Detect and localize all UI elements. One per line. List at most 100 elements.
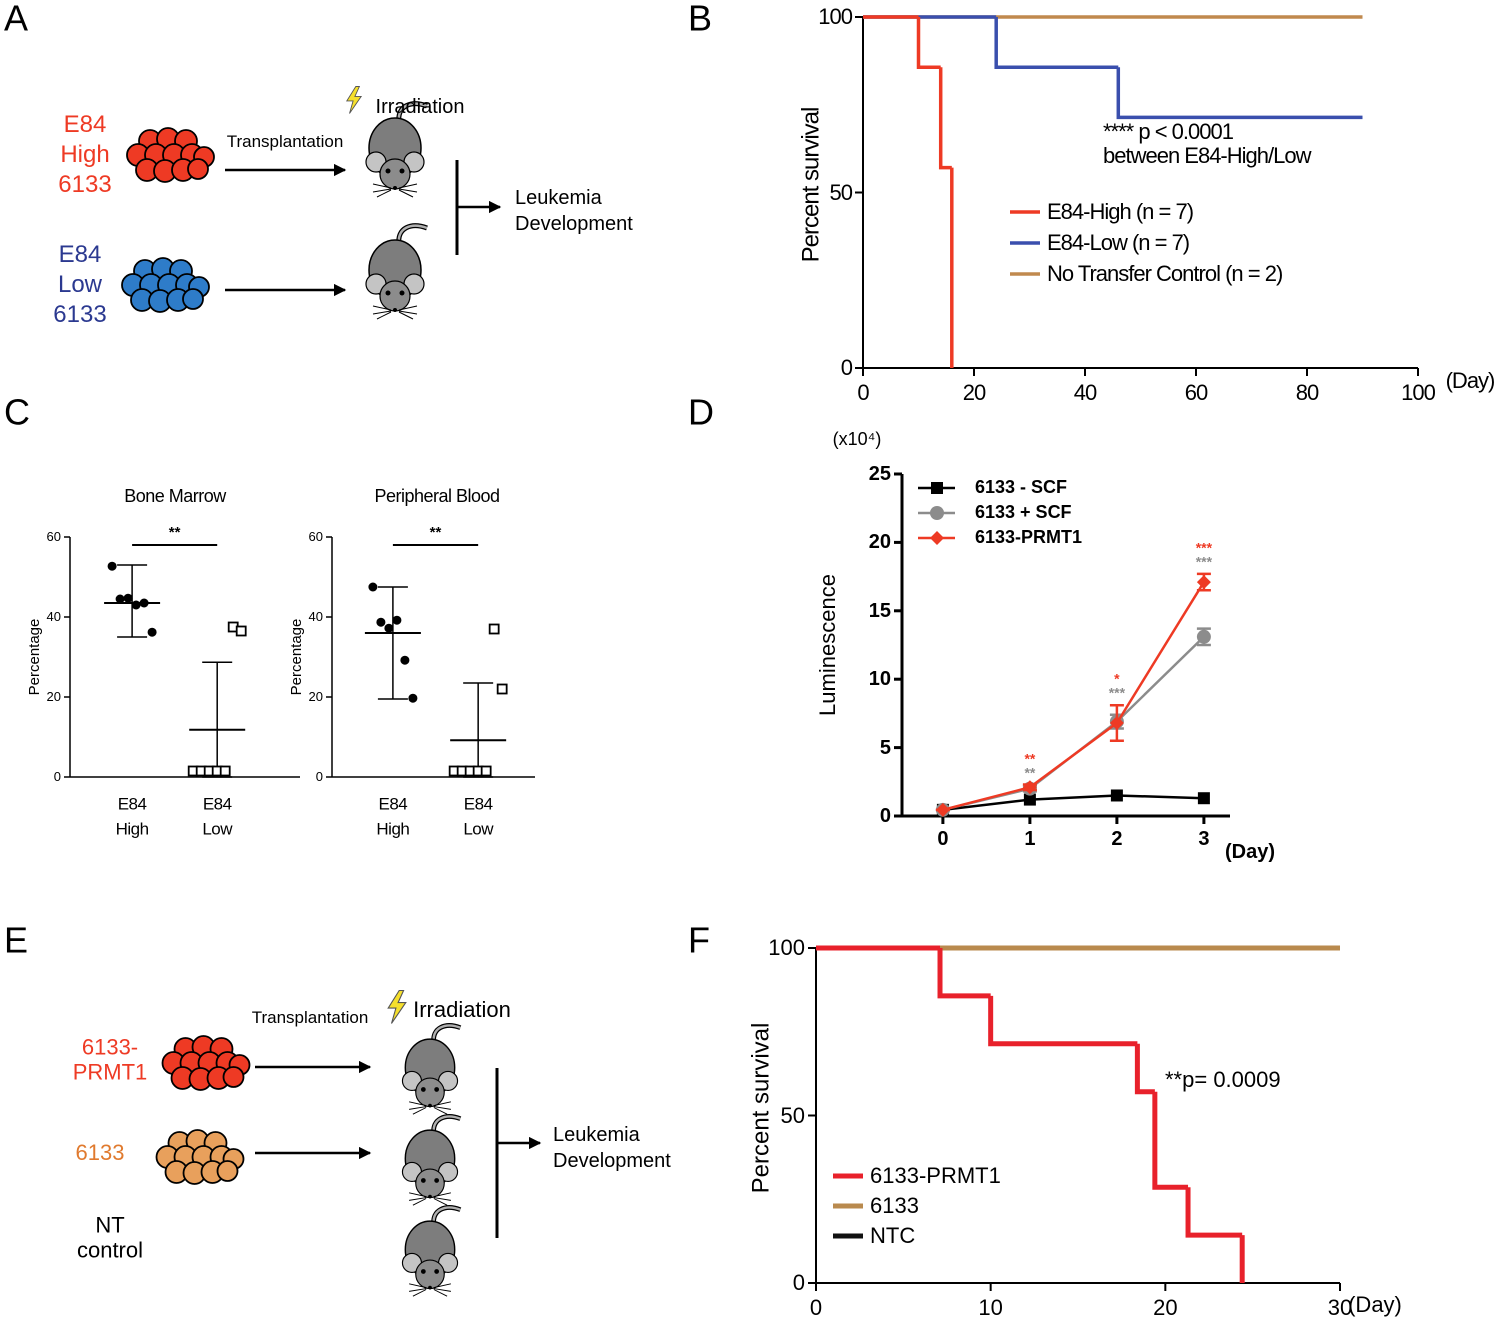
y-tick-label: 0	[840, 354, 853, 380]
step-label: Transplantation	[251, 1007, 369, 1027]
y-tick-label: 50	[780, 1102, 805, 1128]
data-point	[376, 617, 386, 627]
marker	[1196, 629, 1211, 644]
mouse	[402, 1117, 460, 1206]
y-tick-label: 50	[829, 179, 854, 205]
x-tick-label: 80	[1295, 379, 1320, 405]
marker	[931, 482, 943, 494]
irradiation-icon	[387, 990, 407, 1024]
group-label: 6133- PRMT1	[72, 1034, 148, 1085]
x-tick-label: 20	[962, 379, 987, 405]
significance-label: *	[1114, 670, 1120, 687]
marker	[1023, 793, 1036, 806]
x-tick-label: 2	[1111, 828, 1123, 850]
legend-label: No Transfer Control (n = 2)	[1047, 260, 1283, 286]
significance-label: **	[1024, 764, 1036, 781]
x-tick-label: 0	[937, 828, 949, 850]
x-tick-label: E84 Low	[463, 794, 493, 838]
significance-label: **	[168, 524, 181, 541]
mouse	[402, 1208, 460, 1297]
survival-step	[994, 17, 1119, 69]
y-tick-label: 0	[879, 805, 891, 827]
legend-label: E84-Low (n = 7)	[1047, 229, 1190, 255]
x-tick-label: 40	[1073, 379, 1098, 405]
x-tick-label: 30	[1327, 1294, 1353, 1320]
legend-label: 6133	[870, 1192, 919, 1218]
marker	[1196, 575, 1211, 590]
data-point	[123, 593, 133, 603]
step-label: Transplantation	[226, 131, 344, 151]
data-point	[115, 594, 125, 604]
significance-label: ***	[1195, 553, 1213, 570]
y-tick-label: 20	[868, 531, 891, 554]
data-point	[496, 683, 508, 695]
survival-step	[1152, 1091, 1189, 1190]
survival-step	[916, 17, 941, 69]
x-tick-label: 3	[1198, 828, 1210, 850]
legend-label: 6133 - SCF	[975, 477, 1068, 498]
x-tick-label: 0	[809, 1294, 823, 1320]
data-point	[219, 765, 231, 777]
y-axis-label: Luminescence	[814, 574, 840, 716]
marker	[930, 531, 944, 545]
y-tick-label: 25	[868, 463, 891, 485]
y-tick-label: 60	[308, 529, 323, 545]
annotation: **** p < 0.0001	[1103, 118, 1234, 144]
group-label: 6133	[75, 1139, 125, 1165]
marker	[1197, 792, 1210, 805]
outcome-label: Leukemia Development	[515, 187, 633, 235]
y-tick-label: 10	[868, 668, 891, 691]
data-point	[488, 623, 500, 635]
annotation: between E84-High/Low	[1103, 142, 1311, 168]
group-label: NT control	[76, 1212, 144, 1263]
panel-label: C	[4, 391, 30, 433]
x-axis-unit: (Day)	[1348, 1291, 1402, 1317]
cell-cluster	[155, 1129, 245, 1185]
data-point	[384, 623, 394, 633]
group-label: E84 High 6133	[58, 111, 112, 198]
y-axis-label: Percent survival	[797, 107, 825, 263]
x-tick-label: 0	[857, 379, 869, 405]
y-tick-label: 40	[308, 609, 323, 625]
marker	[930, 506, 944, 520]
cell-cluster	[121, 257, 210, 313]
x-tick-label: E84 High	[376, 794, 410, 838]
outcome-label: Leukemia Development	[553, 1124, 671, 1172]
y-tick-label: 40	[46, 609, 61, 625]
irradiation-icon	[346, 86, 362, 114]
y-tick-label: 0	[792, 1269, 805, 1295]
x-axis-unit: (Day)	[1224, 841, 1276, 863]
series-line	[942, 581, 1205, 812]
x-tick-label: 100	[1401, 379, 1436, 405]
x-tick-label: 60	[1184, 379, 1209, 405]
data-point	[392, 615, 402, 625]
data-point	[480, 765, 492, 777]
y-tick-label: 100	[768, 934, 805, 960]
panel-label: E	[4, 919, 29, 961]
survival-step	[938, 67, 952, 170]
mouse	[402, 1026, 460, 1115]
y-axis-unit: (x10⁴)	[832, 429, 882, 450]
y-axis-label: Percentage	[26, 618, 43, 696]
chart-title: Peripheral Blood	[374, 486, 500, 507]
y-tick-label: 0	[53, 769, 61, 785]
survival-step	[988, 995, 1138, 1047]
y-tick-label: 20	[308, 689, 323, 705]
y-tick-label: 100	[818, 3, 853, 29]
panel-label: A	[4, 0, 29, 39]
legend-label: 6133-PRMT1	[870, 1162, 1001, 1188]
panel-label: B	[688, 0, 713, 39]
legend-label: NTC	[870, 1222, 916, 1248]
data-point	[368, 582, 378, 592]
panel-label: D	[688, 391, 714, 433]
survival-step	[1185, 1187, 1243, 1238]
legend-label: 6133 + SCF	[975, 502, 1072, 523]
step-label: Irradiation	[413, 996, 511, 1022]
data-point	[147, 627, 157, 637]
y-tick-label: 15	[868, 599, 891, 622]
data-point	[408, 693, 418, 703]
x-axis-unit: (Day)	[1445, 367, 1496, 393]
group-label: E84 Low 6133	[53, 241, 107, 328]
mouse	[366, 226, 427, 319]
